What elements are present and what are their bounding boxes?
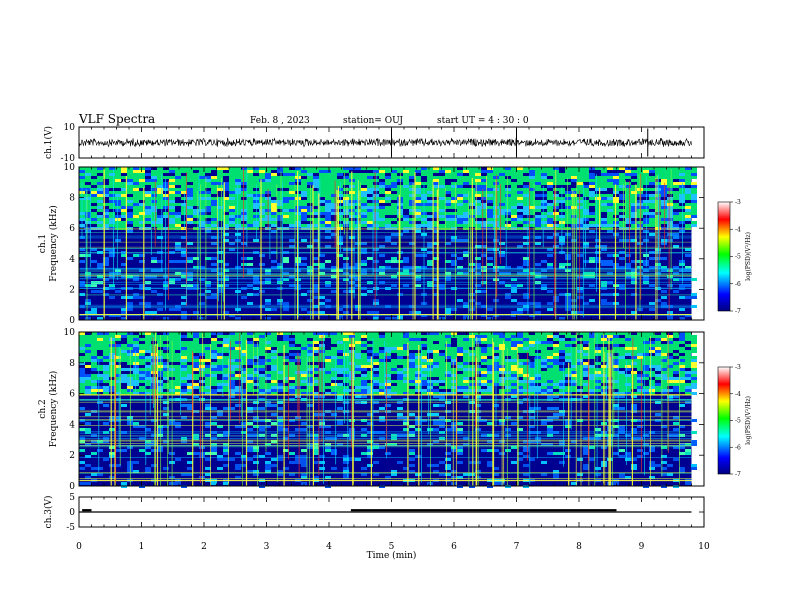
x-tick-label: 10 [698, 542, 710, 552]
x-tick-label: 3 [264, 542, 270, 552]
x-tick-label: 7 [514, 542, 520, 552]
y-axis-label-line: ch.1 [38, 234, 48, 253]
y-tick-label: 0 [69, 482, 75, 492]
ch1-waveform-panel: 10 -10 ch.1(V) [43, 123, 705, 164]
spectrogram-cells [79, 332, 697, 488]
y-tick-label: 10 [64, 163, 76, 173]
ch1-spectrogram-panel: 0 2 4 6 8 10 ch.1Frequency (kHz) [38, 163, 705, 326]
y-tick-label: 5 [69, 493, 75, 503]
y-tick-label: 2 [69, 451, 75, 461]
colorbar-label: log(PSD)(V²/Hz) [745, 396, 752, 445]
ch1-colorbar: -3 -4 -5 -6 -7 log(PSD)(V²/Hz) [717, 199, 752, 315]
y-axis-label: ch.1(V) [43, 126, 54, 159]
colorbar-tick-label: -4 [735, 226, 741, 233]
colorbar-tick-label: -5 [735, 418, 741, 425]
colorbar-tick-label: -4 [735, 391, 741, 398]
y-axis-label-line: ch.2 [38, 399, 48, 418]
y-tick-label: 0 [69, 316, 75, 326]
colorbar-tick-label: -5 [735, 254, 741, 261]
y-axis-label: ch.3(V) [43, 496, 54, 529]
y-axis-label-line: ch.1(V) [43, 126, 54, 159]
ch2-spectrogram-panel: 0 2 4 6 8 10 ch.2Frequency (kHz) [38, 328, 705, 492]
x-axis-label: Time (min) [367, 550, 417, 561]
y-tick-label: 4 [69, 255, 75, 265]
y-tick-label: 10 [64, 328, 76, 338]
y-tick-label: -10 [61, 154, 76, 164]
y-tick-label: 2 [69, 285, 75, 295]
figure-title: VLF Spectra [78, 112, 155, 126]
y-tick-label: 10 [64, 123, 76, 133]
y-tick-label: 6 [69, 224, 75, 234]
colorbar-tick-label: -7 [735, 471, 741, 478]
spectrogram-cells [79, 167, 697, 320]
date-label: Feb. 8 , 2023 [250, 116, 310, 126]
x-tick-label: 8 [576, 542, 582, 552]
y-tick-label: 8 [69, 359, 75, 369]
colorbar-label: log(PSD)(V²/Hz) [745, 232, 752, 281]
y-tick-label: 0 [69, 508, 75, 518]
x-tick-label: 6 [451, 542, 457, 552]
y-tick-label: 8 [69, 194, 75, 204]
colorbar-tick-label: -6 [735, 281, 741, 288]
colorbar-gradient [717, 201, 731, 312]
colorbar-tick-label: -7 [735, 308, 741, 315]
y-axis-label-line: ch.3(V) [43, 496, 54, 529]
colorbar-tick-label: -3 [735, 364, 741, 371]
y-axis-label-line: Frequency (kHz) [48, 205, 59, 282]
colorbar-gradient [717, 366, 731, 475]
x-tick-label: 2 [201, 542, 207, 552]
y-axis-label: ch.2Frequency (kHz) [38, 371, 59, 448]
start-ut-label: start UT = 4 : 30 : 0 [437, 116, 529, 126]
y-axis-label-line: Frequency (kHz) [48, 371, 59, 448]
x-tick-label: 5 [389, 542, 395, 552]
colorbar-tick-label: -3 [735, 199, 741, 206]
station-label: station= OUJ [343, 116, 403, 126]
y-tick-label: 6 [69, 390, 75, 400]
y-axis-label: ch.1Frequency (kHz) [38, 205, 59, 282]
x-tick-label: 0 [76, 542, 82, 552]
x-tick-label: 4 [326, 542, 332, 552]
y-tick-label: -5 [66, 523, 75, 533]
colorbar-tick-label: -6 [735, 444, 741, 451]
x-tick-label: 1 [139, 542, 145, 552]
ch2-colorbar: -3 -4 -5 -6 -7 log(PSD)(V²/Hz) [717, 364, 752, 478]
waveform-trace [78, 137, 692, 148]
y-tick-label: 4 [69, 420, 75, 430]
x-tick-label: 9 [639, 542, 645, 552]
